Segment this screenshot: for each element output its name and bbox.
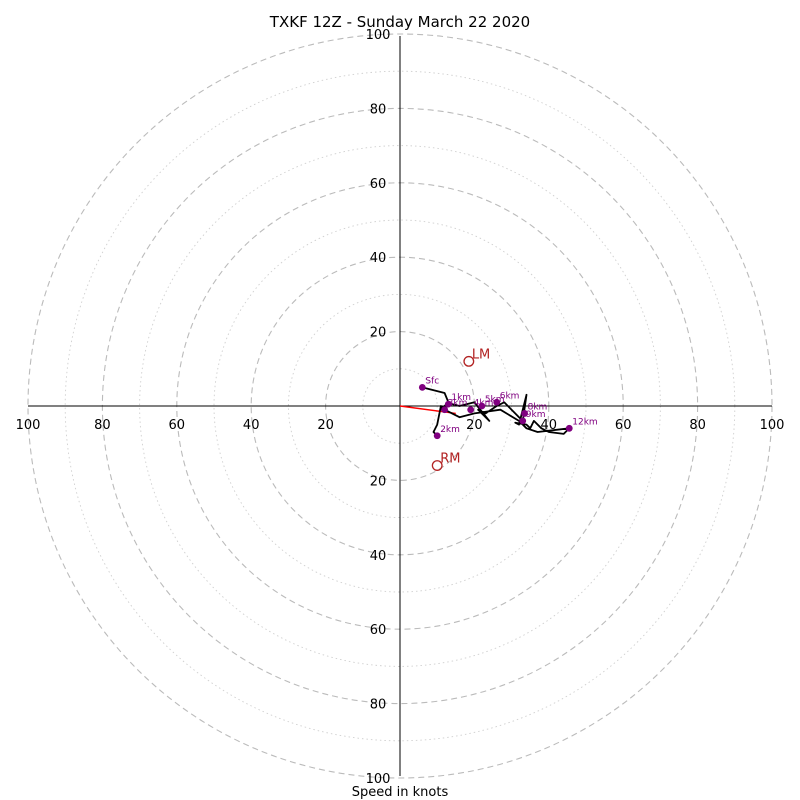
x-axis-label: Speed in knots [352, 785, 449, 800]
storm-motion-marker [431, 460, 443, 471]
height-marker [441, 406, 449, 414]
tick-label-top: 60 [370, 177, 387, 192]
height-marker [418, 384, 426, 391]
storm-motion-label: RM [440, 452, 460, 467]
height-marker-label: 1km [451, 393, 471, 403]
height-marker-label: 3km [448, 399, 468, 409]
tick-label-right: 20 [466, 418, 483, 433]
height-marker-label: 9km [526, 410, 546, 420]
tick-label-bottom: 100 [366, 772, 391, 787]
tick-label-bottom: 80 [370, 698, 387, 713]
height-marker [519, 417, 527, 425]
tick-label-left: 100 [16, 418, 41, 433]
tick-label-left: 80 [94, 418, 111, 433]
height-marker-label: 8km [528, 402, 548, 412]
height-marker-label: 12km [572, 417, 597, 427]
chart-title: TXKF 12Z - Sunday March 22 2020 [269, 13, 530, 31]
height-marker [467, 406, 475, 414]
tick-label-left: 60 [169, 418, 186, 433]
height-marker [493, 398, 501, 406]
storm-motion-label: LM [472, 347, 490, 362]
tick-label-right: 60 [615, 418, 632, 433]
height-marker-label: Sfc [425, 376, 439, 386]
tick-label-right: 100 [760, 418, 785, 433]
tick-label-bottom: 40 [370, 549, 387, 564]
tick-label-top: 100 [366, 28, 391, 43]
tick-label-left: 40 [243, 418, 260, 433]
tick-label-right: 80 [689, 418, 706, 433]
tick-label-top: 80 [370, 102, 387, 117]
tick-label-left: 20 [317, 418, 334, 433]
height-marker [444, 400, 452, 408]
hodograph-series: Sfc2km1km3km4km5km6km8km9km12kmLMRM [399, 347, 598, 471]
height-marker [433, 432, 441, 440]
height-marker [521, 410, 529, 417]
height-marker [478, 402, 486, 410]
tick-label-bottom: 20 [370, 474, 387, 489]
tick-label-top: 40 [370, 251, 387, 266]
height-marker-label: 6km [500, 391, 520, 401]
height-marker-label: 2km [440, 425, 460, 435]
height-marker [565, 424, 573, 432]
tick-label-top: 20 [370, 326, 387, 341]
storm-motion-marker [463, 355, 475, 367]
tick-label-bottom: 60 [370, 623, 387, 638]
